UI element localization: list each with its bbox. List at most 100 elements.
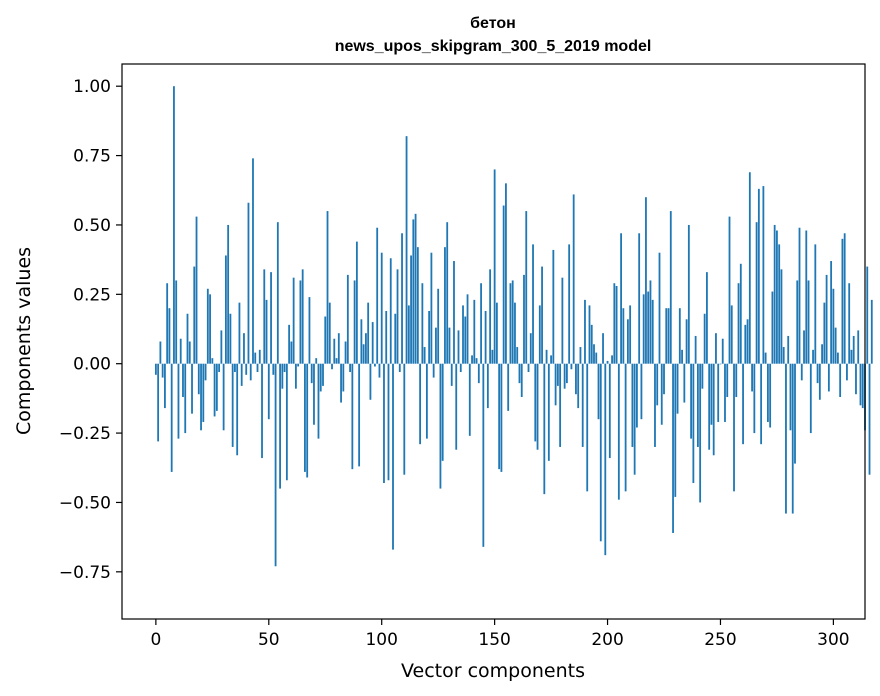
bar-230: [674, 363, 677, 497]
bar-222: [656, 363, 659, 406]
bar-49: [265, 299, 268, 364]
bar-125: [437, 288, 440, 364]
bar-176: [552, 249, 555, 364]
bar-86: [349, 363, 351, 373]
bar-46: [258, 349, 261, 364]
bar-168: [534, 363, 537, 442]
bar-74: [322, 363, 324, 386]
bar-33: [229, 313, 232, 364]
bar-150: [493, 169, 496, 364]
y-tick-label: −0.25: [59, 424, 111, 444]
bar-108: [398, 363, 401, 373]
bar-160: [516, 347, 519, 364]
bar-66: [304, 363, 306, 472]
bar-113: [410, 255, 412, 364]
bar-288: [805, 230, 808, 364]
bar-183: [568, 244, 571, 364]
bar-173: [545, 349, 548, 364]
bar-247: [712, 363, 715, 456]
bar-59: [288, 324, 291, 364]
bar-137: [464, 316, 467, 364]
bar-87: [351, 363, 354, 470]
bar-266: [755, 222, 758, 364]
bar-188: [579, 347, 582, 364]
bar-157: [509, 283, 512, 364]
y-tick-label: 1.00: [73, 77, 111, 97]
bar-214: [638, 233, 641, 364]
bar-217: [645, 197, 647, 364]
bar-293: [816, 363, 819, 384]
bar-315: [866, 266, 869, 364]
bar-282: [791, 363, 794, 514]
bar-93: [365, 333, 367, 364]
bar-251: [721, 338, 724, 364]
bar-306: [846, 363, 848, 381]
bar-145: [482, 363, 485, 547]
bar-317: [870, 299, 873, 364]
x-axis-label: Vector components: [401, 660, 585, 682]
bar-301: [834, 327, 837, 364]
bar-221: [654, 363, 656, 447]
bar-75: [324, 316, 327, 364]
bar-220: [651, 299, 654, 364]
bar-269: [762, 186, 765, 364]
bar-105: [392, 363, 394, 550]
bar-308: [850, 349, 853, 364]
x-tick-label: 100: [365, 630, 397, 650]
bar-15: [188, 341, 191, 364]
bar-83: [342, 363, 345, 392]
bar-117: [419, 363, 422, 445]
bar-175: [550, 355, 552, 364]
bar-271: [766, 363, 769, 422]
x-tick-label: 300: [817, 630, 849, 650]
bar-172: [543, 363, 546, 495]
y-tick-label: 0.50: [73, 216, 111, 236]
bar-166: [529, 333, 532, 364]
bar-169: [536, 363, 539, 450]
bar-89: [355, 241, 358, 364]
bar-13: [184, 363, 187, 434]
bar-134: [457, 330, 460, 364]
bar-242: [701, 363, 704, 389]
bar-95: [369, 363, 372, 400]
y-axis-label: Components values: [13, 247, 35, 435]
bar-68: [308, 297, 311, 364]
bar-57: [283, 363, 286, 373]
bar-207: [622, 308, 625, 364]
bar-236: [687, 224, 690, 364]
bar-274: [773, 224, 776, 364]
bar-9: [175, 280, 178, 364]
bar-206: [620, 233, 622, 364]
bars-group: [154, 86, 873, 567]
bar-289: [807, 280, 810, 364]
bar-130: [448, 327, 451, 364]
bar-224: [660, 363, 663, 425]
bar-309: [852, 335, 855, 364]
bar-158: [511, 280, 514, 364]
bar-36: [236, 363, 239, 456]
y-tick-label: 0.75: [73, 147, 111, 167]
bar-124: [435, 327, 437, 364]
bar-278: [782, 347, 785, 364]
bar-186: [575, 363, 577, 395]
plot-frame: [121, 63, 866, 620]
bar-60: [290, 341, 293, 364]
bar-240: [696, 363, 699, 447]
bar-69: [310, 363, 313, 384]
y-tick-label: −0.50: [59, 493, 111, 513]
bar-111: [405, 136, 408, 364]
bar-72: [317, 363, 320, 439]
bar-243: [703, 313, 706, 364]
bar-276: [778, 244, 781, 364]
bar-170: [538, 305, 541, 364]
bar-88: [353, 280, 356, 364]
bar-189: [581, 363, 584, 447]
bar-196: [597, 363, 600, 420]
y-axis-ticks: −0.75 −0.50 −0.25 0.00 0.25 0.50 0.75 1.00: [59, 77, 122, 583]
bar-114: [412, 219, 415, 364]
bar-101: [383, 363, 385, 484]
bar-26: [213, 363, 216, 417]
bar-197: [599, 363, 602, 542]
bar-51: [270, 272, 272, 364]
bar-1: [157, 363, 160, 442]
